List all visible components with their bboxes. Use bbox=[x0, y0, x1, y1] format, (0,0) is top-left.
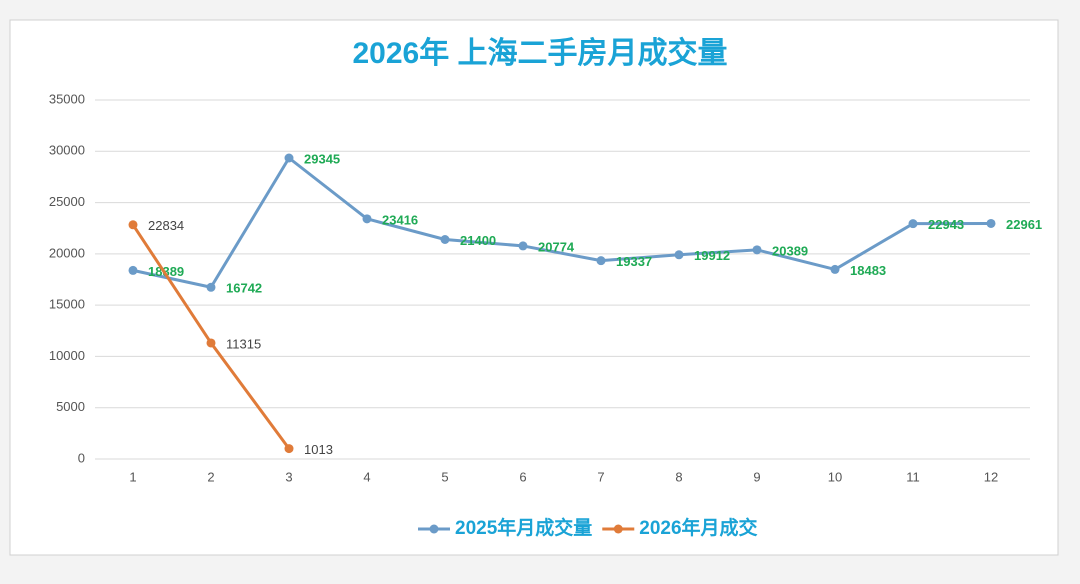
data-point bbox=[752, 245, 762, 255]
y-tick-label: 20000 bbox=[49, 245, 85, 260]
data-point bbox=[362, 214, 372, 224]
y-tick-label: 30000 bbox=[49, 143, 85, 158]
data-point bbox=[206, 282, 216, 292]
y-tick-label: 15000 bbox=[49, 297, 85, 312]
y-tick-label: 25000 bbox=[49, 194, 85, 209]
y-tick-label: 10000 bbox=[49, 348, 85, 363]
data-label: 22834 bbox=[148, 218, 184, 233]
x-tick-label: 11 bbox=[906, 469, 920, 484]
x-tick-label: 6 bbox=[519, 469, 526, 484]
data-label: 29345 bbox=[304, 151, 340, 166]
data-label: 23416 bbox=[382, 212, 418, 227]
legend-marker bbox=[429, 524, 439, 534]
y-tick-label: 0 bbox=[78, 450, 85, 465]
x-tick-label: 9 bbox=[753, 469, 760, 484]
legend-marker bbox=[613, 524, 623, 534]
data-point bbox=[284, 444, 294, 454]
legend-label: 2026年月成交 bbox=[639, 516, 757, 539]
x-tick-label: 5 bbox=[441, 469, 448, 484]
x-tick-label: 10 bbox=[828, 469, 842, 484]
data-point bbox=[674, 250, 684, 260]
data-label: 20774 bbox=[538, 239, 575, 254]
data-point bbox=[596, 256, 606, 266]
x-tick-label: 3 bbox=[285, 469, 292, 484]
data-label: 22943 bbox=[928, 217, 964, 232]
y-tick-label: 35000 bbox=[49, 91, 85, 106]
data-point bbox=[518, 241, 528, 251]
data-label: 11315 bbox=[226, 336, 261, 351]
data-label: 20389 bbox=[772, 243, 808, 258]
data-label: 1013 bbox=[304, 442, 333, 457]
x-tick-label: 7 bbox=[597, 469, 604, 484]
data-point bbox=[206, 338, 216, 348]
data-label: 18389 bbox=[148, 264, 184, 279]
data-point bbox=[128, 220, 138, 230]
series-line bbox=[132, 156, 992, 289]
data-label: 22961 bbox=[1006, 217, 1042, 232]
data-label: 16742 bbox=[226, 281, 262, 296]
chart-panel bbox=[9, 19, 1059, 556]
data-point bbox=[284, 153, 294, 163]
x-tick-label: 2 bbox=[207, 469, 214, 484]
x-tick-label: 4 bbox=[363, 469, 370, 484]
y-tick-label: 5000 bbox=[56, 399, 85, 414]
x-tick-label: 1 bbox=[129, 469, 136, 484]
x-tick-label: 12 bbox=[984, 469, 998, 484]
chart-title: 2026年 上海二手房月成交量 bbox=[352, 36, 727, 70]
data-label: 21400 bbox=[460, 233, 496, 248]
data-point bbox=[986, 218, 996, 228]
data-point bbox=[128, 265, 138, 275]
data-label: 18483 bbox=[850, 263, 886, 278]
data-point bbox=[908, 219, 918, 229]
data-label: 19337 bbox=[616, 254, 652, 269]
x-tick-label: 8 bbox=[675, 469, 682, 484]
data-point bbox=[830, 264, 840, 274]
legend-label: 2025年月成交量 bbox=[455, 516, 592, 539]
data-point bbox=[440, 234, 450, 244]
data-label: 19912 bbox=[694, 248, 730, 263]
